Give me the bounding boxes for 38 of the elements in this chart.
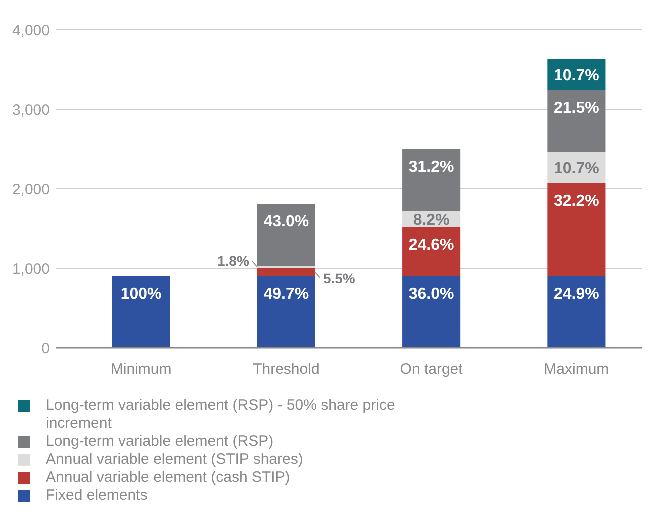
y-tick-label: 2,000: [12, 181, 50, 198]
legend-label: Annual variable element (STIP shares): [46, 451, 304, 468]
x-tick-label: On target: [400, 361, 464, 378]
bar: [257, 268, 316, 276]
bar: [402, 149, 461, 212]
annotation: 43.0%: [264, 214, 310, 231]
annotation: 10.7%: [554, 160, 600, 178]
annotation: 32.2%: [554, 193, 600, 210]
bar: [257, 204, 316, 266]
bar: [112, 276, 170, 348]
bar: [402, 276, 461, 348]
y-tick-label: 3,000: [12, 102, 50, 119]
bar: [402, 227, 461, 276]
annotation: 49.7%: [264, 286, 310, 304]
bar: [548, 183, 606, 276]
bar: [257, 276, 316, 348]
annotation: 10.7%: [554, 68, 600, 85]
legend-label: Annual variable element (cash STIP): [46, 469, 290, 486]
annotation: 24.9%: [554, 286, 600, 304]
y-tick-label: 4,000: [12, 22, 50, 40]
bar: [548, 90, 606, 152]
annotation: 31.2%: [408, 158, 454, 176]
x-tick-label: Maximum: [544, 361, 610, 378]
annotation: 1.8%: [217, 253, 250, 270]
x-tick-label: Minimum: [110, 361, 172, 378]
annotation: 21.5%: [554, 100, 600, 118]
annotation: 36.0%: [408, 286, 454, 304]
x-tick-label: Threshold: [253, 361, 320, 378]
annotation: 5.5%: [323, 270, 356, 286]
annotation: 8.2%: [413, 212, 450, 229]
annotation: 24.6%: [408, 236, 454, 254]
bar: [548, 276, 606, 348]
legend-label: Fixed elements: [46, 487, 148, 504]
legend-label: Long-term variable element (RSP) - 50% share price increment: [46, 397, 396, 432]
y-tick-label: 1,000: [12, 260, 50, 278]
annotation: 100%: [120, 286, 162, 304]
legend-label: Long-term variable element (RSP): [46, 433, 274, 450]
y-tick-label: 0: [42, 340, 50, 358]
